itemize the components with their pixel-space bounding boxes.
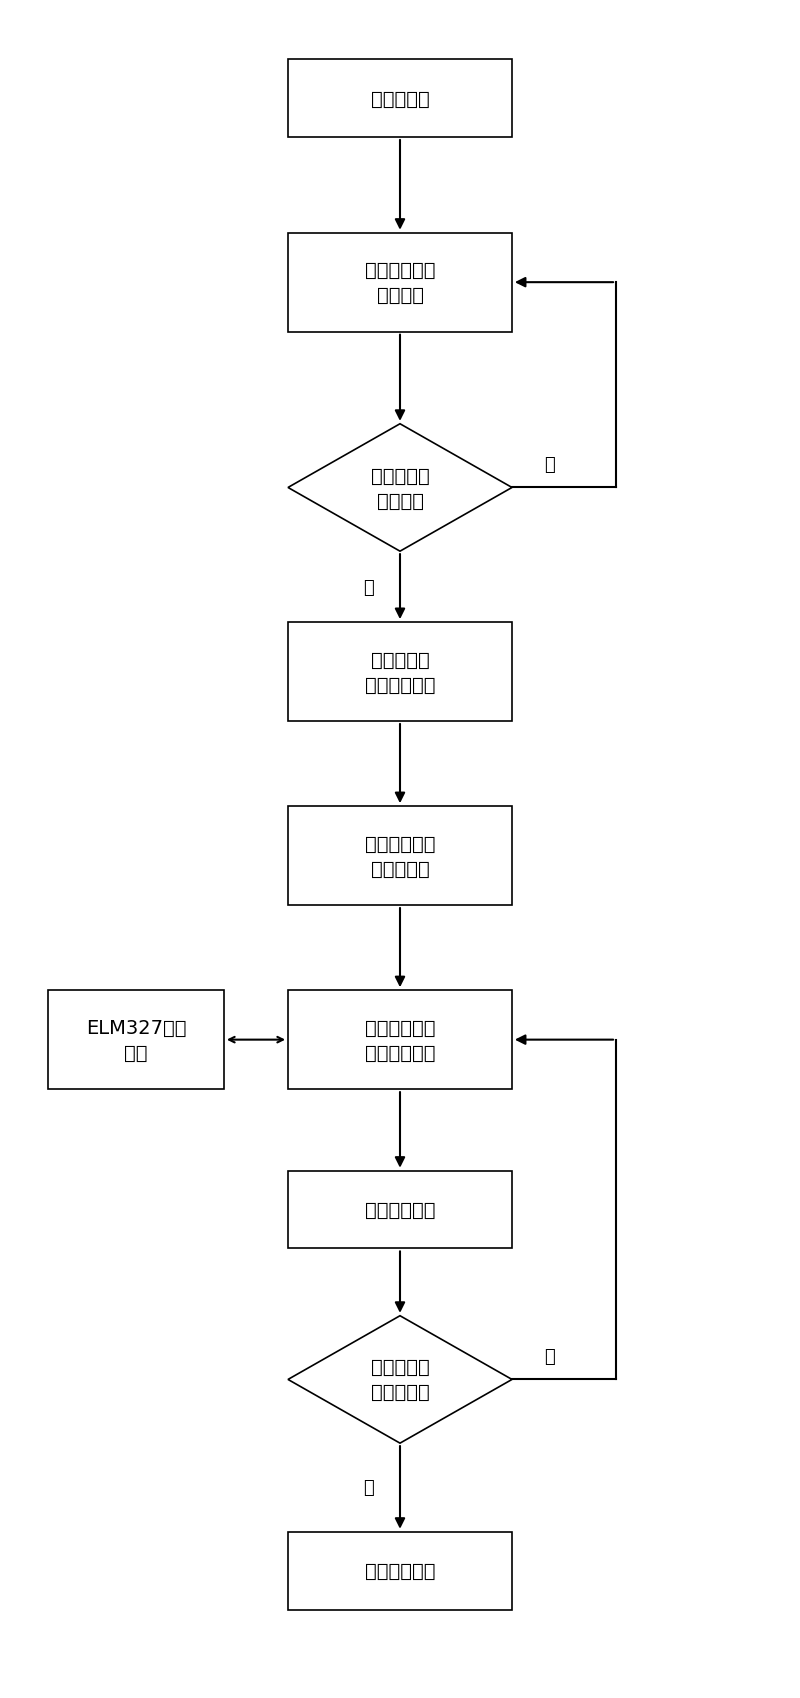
FancyBboxPatch shape: [288, 1532, 512, 1610]
Text: 是: 是: [362, 1479, 374, 1496]
FancyBboxPatch shape: [288, 233, 512, 333]
FancyBboxPatch shape: [288, 1172, 512, 1248]
FancyBboxPatch shape: [288, 623, 512, 722]
Text: 是: 是: [362, 579, 374, 596]
FancyBboxPatch shape: [288, 990, 512, 1090]
Text: 与检测车辆
编号匹配: 与检测车辆 编号匹配: [370, 467, 430, 509]
Text: 提示故障报警: 提示故障报警: [365, 1560, 435, 1581]
Text: 启动对应型号
的测试程序: 启动对应型号 的测试程序: [365, 834, 435, 878]
FancyBboxPatch shape: [288, 59, 512, 138]
Text: 判断被测车
辆是否故障: 判断被测车 辆是否故障: [370, 1358, 430, 1401]
Text: 系统初始化: 系统初始化: [370, 90, 430, 109]
Text: 否: 否: [544, 1348, 554, 1365]
Text: 数据分析处理: 数据分析处理: [365, 1200, 435, 1219]
Text: 匹配成功后
返回确认指令: 匹配成功后 返回确认指令: [365, 650, 435, 694]
FancyBboxPatch shape: [288, 807, 512, 905]
Text: 否: 否: [544, 457, 554, 474]
Text: 启动车载信息
终端数据检测: 启动车载信息 终端数据检测: [365, 1019, 435, 1061]
FancyBboxPatch shape: [48, 990, 224, 1090]
Text: ELM327检测
模块: ELM327检测 模块: [86, 1019, 186, 1061]
Text: 进入车辆自动
检测程序: 进入车辆自动 检测程序: [365, 261, 435, 306]
Polygon shape: [288, 424, 512, 552]
Polygon shape: [288, 1316, 512, 1443]
